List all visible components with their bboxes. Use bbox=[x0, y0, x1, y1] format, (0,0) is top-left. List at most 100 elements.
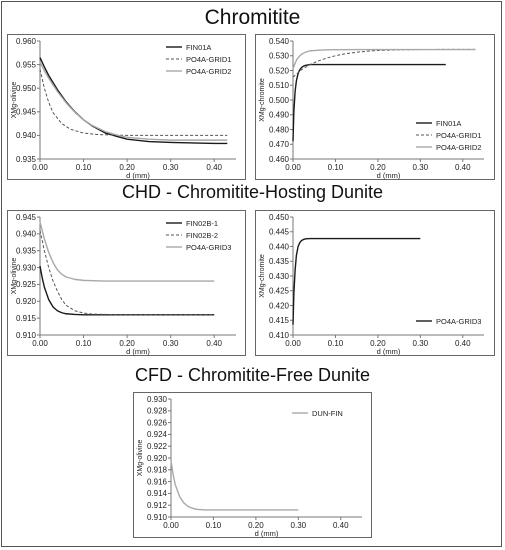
y-tick-label: 0.420 bbox=[269, 301, 290, 310]
y-tick-label: 0.520 bbox=[269, 66, 290, 75]
x-tick-label: 0.20 bbox=[119, 339, 135, 348]
x-tick-label: 0.20 bbox=[370, 163, 386, 172]
series-line-fin01a bbox=[39, 57, 228, 145]
series-line-po4a-grid1 bbox=[39, 69, 228, 136]
y-tick-label: 0.955 bbox=[16, 60, 37, 69]
y-tick-label: 0.940 bbox=[16, 230, 37, 239]
x-tick-label: 0.00 bbox=[285, 339, 301, 348]
y-axis-label: XMg-olivine bbox=[11, 258, 18, 295]
x-tick-label: 0.10 bbox=[206, 521, 222, 530]
y-tick-label: 0.940 bbox=[16, 131, 37, 140]
y-tick-label: 0.425 bbox=[269, 287, 290, 296]
section-title-chd: CHD - Chromitite-Hosting Dunite bbox=[121, 182, 384, 202]
y-tick-label: 0.922 bbox=[147, 442, 168, 451]
y-tick-label: 0.530 bbox=[269, 52, 290, 61]
legend-label-po4a-grid1: PO4A-GRID1 bbox=[436, 131, 481, 140]
chart-panel-chd-chromite: 0.410 0.415 0.420 0.425 0.430 0.435 0.440 0.445… bbox=[255, 210, 495, 356]
legend-label-fin02b-2: FIN02B-2 bbox=[186, 231, 218, 240]
chart-chd-chromite: 0.410 0.415 0.420 0.425 0.430 0.435 0.440 0.445… bbox=[259, 213, 484, 356]
chart-chd-olivine: 0.910 0.915 0.920 0.925 0.930 0.935 0.940 0.945… bbox=[11, 213, 236, 356]
y-tick-label: 0.920 bbox=[147, 454, 168, 463]
y-tick-label: 0.950 bbox=[16, 84, 37, 93]
y-tick-label: 0.918 bbox=[147, 466, 168, 475]
series-line-po4a-grid1 bbox=[292, 48, 476, 78]
y-tick-label: 0.935 bbox=[16, 247, 37, 256]
y-tick-label: 0.910 bbox=[147, 513, 168, 522]
chart-cfd-olivine: 0.910 0.912 0.914 0.916 0.918 0.920 0.922 0.924… bbox=[137, 395, 362, 538]
y-tick-label: 0.912 bbox=[147, 501, 168, 510]
x-axis-label: d (mm) bbox=[126, 347, 150, 356]
y-tick-label: 0.445 bbox=[269, 228, 290, 237]
chart-chromitite-olivine: 0.935 0.940 0.945 0.950 0.955 0.960 0.00 0.10 0.… bbox=[11, 37, 236, 180]
x-tick-label: 0.10 bbox=[76, 163, 92, 172]
y-tick-label: 0.935 bbox=[16, 155, 37, 164]
x-tick-label: 0.20 bbox=[370, 339, 386, 348]
chart-panel-chromitite-olivine: 0.935 0.940 0.945 0.950 0.955 0.960 0.00 0.10 0.… bbox=[7, 34, 246, 180]
series-line-po4a-grid3 bbox=[292, 237, 421, 325]
y-tick-label: 0.928 bbox=[147, 407, 168, 416]
x-axis-label: d (mm) bbox=[126, 171, 150, 180]
y-tick-label: 0.960 bbox=[16, 37, 37, 46]
legend-label-fin02b-1: FIN02B-1 bbox=[186, 219, 218, 228]
y-tick-label: 0.460 bbox=[269, 155, 290, 164]
x-tick-label: 0.00 bbox=[285, 163, 301, 172]
y-tick-label: 0.480 bbox=[269, 125, 290, 134]
y-tick-label: 0.440 bbox=[269, 242, 290, 251]
y-axis-label: XMg-olivine bbox=[137, 440, 144, 477]
y-tick-label: 0.945 bbox=[16, 108, 37, 117]
series-line-po4a-grid2 bbox=[39, 61, 228, 141]
y-tick-label: 0.924 bbox=[147, 430, 168, 439]
x-tick-label: 0.20 bbox=[248, 521, 264, 530]
series-line-fin02b-1 bbox=[39, 265, 215, 316]
x-tick-label: 0.40 bbox=[206, 163, 222, 172]
x-tick-label: 0.30 bbox=[163, 339, 179, 348]
series-line-po4a-grid3 bbox=[39, 221, 215, 282]
x-tick-label: 0.30 bbox=[413, 339, 429, 348]
x-tick-label: 0.10 bbox=[328, 339, 344, 348]
y-tick-label: 0.490 bbox=[269, 111, 290, 120]
x-tick-label: 0.10 bbox=[328, 163, 344, 172]
x-axis-label: d (mm) bbox=[377, 171, 401, 180]
y-tick-label: 0.920 bbox=[16, 297, 37, 306]
legend-label-dun-fin: DUN-FIN bbox=[312, 409, 343, 418]
legend-label-po4a-grid3: PO4A-GRID3 bbox=[186, 243, 231, 252]
y-tick-label: 0.540 bbox=[269, 37, 290, 46]
legend-label-po4a-grid2: PO4A-GRID2 bbox=[436, 143, 481, 152]
x-tick-label: 0.20 bbox=[119, 163, 135, 172]
chart-panel-chd-olivine: 0.910 0.915 0.920 0.925 0.930 0.935 0.940 0.945… bbox=[7, 210, 246, 356]
x-tick-label: 0.00 bbox=[32, 163, 48, 172]
chart-chromitite-chromite: 0.460 0.470 0.480 0.490 0.500 0.510 0.520 0.530… bbox=[259, 37, 484, 180]
series-line-po4a-grid2 bbox=[292, 48, 476, 70]
y-tick-label: 0.500 bbox=[269, 96, 290, 105]
x-tick-label: 0.10 bbox=[76, 339, 92, 348]
y-axis-label: XMg-chromite bbox=[259, 78, 266, 122]
series-line-dun-fin bbox=[170, 460, 299, 511]
y-tick-label: 0.910 bbox=[16, 331, 37, 340]
x-tick-label: 0.40 bbox=[333, 521, 349, 530]
x-tick-label: 0.40 bbox=[455, 163, 471, 172]
x-tick-label: 0.40 bbox=[455, 339, 471, 348]
y-tick-label: 0.930 bbox=[16, 263, 37, 272]
section-title-cfd: CFD - Chromitite-Free Dunite bbox=[134, 365, 371, 385]
legend-label-fin01a: FIN01A bbox=[436, 119, 461, 128]
y-tick-label: 0.915 bbox=[16, 314, 37, 323]
chart-panel-cfd-olivine: 0.910 0.912 0.914 0.916 0.918 0.920 0.922 0.924… bbox=[133, 392, 372, 538]
y-tick-label: 0.410 bbox=[269, 331, 290, 340]
x-axis-label: d (mm) bbox=[255, 529, 279, 538]
y-tick-label: 0.914 bbox=[147, 489, 168, 498]
y-tick-label: 0.916 bbox=[147, 477, 168, 486]
y-tick-label: 0.430 bbox=[269, 272, 290, 281]
x-tick-label: 0.30 bbox=[163, 163, 179, 172]
series-line-fin01a bbox=[292, 63, 446, 142]
y-tick-label: 0.930 bbox=[147, 395, 168, 404]
legend-label-po4a-grid3: PO4A-GRID3 bbox=[436, 317, 481, 326]
x-axis-label: d (mm) bbox=[377, 347, 401, 356]
y-tick-label: 0.470 bbox=[269, 140, 290, 149]
y-tick-label: 0.925 bbox=[16, 280, 37, 289]
y-axis-label: XMg-chromite bbox=[259, 254, 266, 298]
chart-panel-chromitite-chromite: 0.460 0.470 0.480 0.490 0.500 0.510 0.520 0.530… bbox=[255, 34, 495, 180]
y-axis-label: XMg-olivine bbox=[11, 82, 18, 119]
y-tick-label: 0.435 bbox=[269, 257, 290, 266]
x-tick-label: 0.40 bbox=[206, 339, 222, 348]
